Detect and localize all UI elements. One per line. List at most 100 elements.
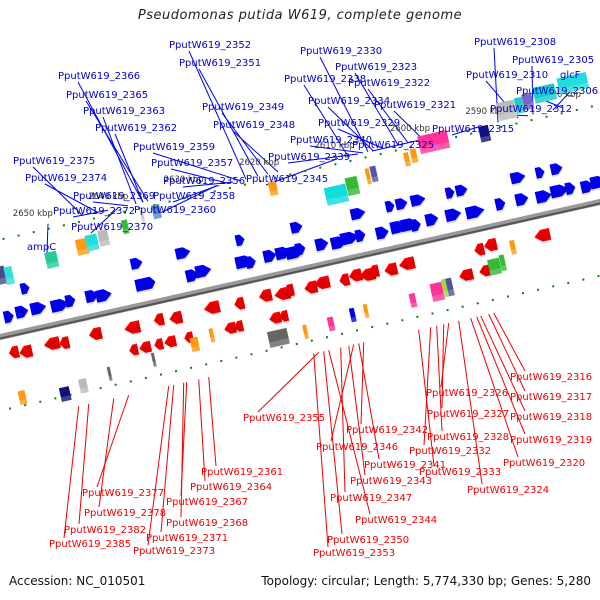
reverse-gene-label[interactable]: PputW619_2385 bbox=[49, 539, 131, 550]
forward-gene-label[interactable]: PputW619_2359 bbox=[133, 142, 215, 153]
reverse-gene-label[interactable]: PputW619_2326 bbox=[426, 388, 508, 399]
reverse-gene-label[interactable]: PputW619_2316 bbox=[510, 372, 592, 383]
reverse-gene-label[interactable]: PputW619_2347 bbox=[330, 493, 412, 504]
reverse-gene-label[interactable]: PputW619_2327 bbox=[427, 409, 509, 420]
feature-box-highlight bbox=[558, 82, 590, 95]
feature-box bbox=[58, 386, 72, 402]
reverse-gene-arrow-shape bbox=[234, 296, 246, 310]
forward-gene-arrow bbox=[314, 238, 329, 254]
forward-gene-label[interactable]: PputW619_2362 bbox=[95, 123, 177, 134]
reverse-gene-label[interactable]: PputW619_2373 bbox=[133, 546, 215, 557]
forward-gene-label[interactable]: PputW619_2369 bbox=[73, 191, 155, 202]
reverse-gene-label[interactable]: PputW619_2382 bbox=[64, 525, 146, 536]
forward-gene-label[interactable]: PputW619_2321 bbox=[374, 100, 456, 111]
forward-gene-label[interactable]: PputW619_2375 bbox=[13, 156, 95, 167]
reverse-gene-label[interactable]: PputW619_2367 bbox=[166, 497, 248, 508]
reverse-gene-label[interactable]: PputW619_2346 bbox=[316, 442, 398, 453]
reverse-gene-label[interactable]: PputW619_2333 bbox=[419, 467, 501, 478]
feature-box-shape bbox=[150, 352, 157, 367]
forward-gene-label[interactable]: PputW619_2357 bbox=[151, 158, 233, 169]
forward-gene-label[interactable]: PputW619_2306 bbox=[516, 86, 598, 97]
forward-gene-arrow bbox=[84, 289, 99, 306]
forward-gene-label[interactable]: PputW619_2308 bbox=[474, 37, 556, 48]
reverse-gene-label[interactable]: PputW619_2341 bbox=[364, 460, 446, 471]
forward-gene-arrow-shape bbox=[29, 301, 47, 316]
forward-gene-arrow bbox=[564, 182, 576, 198]
forward-gene-label[interactable]: PputW619_2374 bbox=[25, 173, 107, 184]
forward-gene-label[interactable]: PputW619_2372 bbox=[53, 206, 135, 217]
label-connector bbox=[152, 152, 241, 182]
forward-gene-arrow-shape bbox=[394, 198, 408, 211]
reverse-gene-label[interactable]: PputW619_2350 bbox=[327, 535, 409, 546]
reverse-gene-label[interactable]: PputW619_2378 bbox=[84, 508, 166, 519]
forward-gene-arrow-shape bbox=[294, 242, 306, 256]
reverse-gene-label[interactable]: PputW619_2344 bbox=[355, 515, 437, 526]
feature-box bbox=[348, 307, 357, 323]
tick-label: 2610 kbp bbox=[315, 141, 355, 151]
reverse-gene-label[interactable]: PputW619_2364 bbox=[190, 482, 272, 493]
forward-gene-arrow bbox=[339, 231, 360, 248]
forward-gene-label[interactable]: PputW619_2339 bbox=[268, 152, 350, 163]
reverse-gene-label[interactable]: PputW619_2332 bbox=[409, 446, 491, 457]
forward-gene-label[interactable]: ampC bbox=[27, 242, 56, 253]
forward-gene-label[interactable]: PputW619_2338 bbox=[284, 74, 366, 85]
feature-box-shape bbox=[402, 151, 411, 167]
forward-gene-arrow-shade bbox=[454, 186, 468, 199]
reverse-gene-label[interactable]: PputW619_2324 bbox=[467, 485, 549, 496]
reverse-gene-label[interactable]: PputW619_2361 bbox=[201, 467, 283, 478]
forward-gene-arrow-shade bbox=[509, 173, 526, 187]
reverse-gene-arrow-shape bbox=[474, 242, 486, 256]
label-connector bbox=[114, 133, 144, 203]
reverse-gene-label[interactable]: PputW619_2371 bbox=[146, 533, 228, 544]
forward-gene-label[interactable]: PputW619_2310 bbox=[466, 70, 548, 81]
reverse-gene-label[interactable]: PputW619_2343 bbox=[350, 476, 432, 487]
forward-gene-label[interactable]: PputW619_2312 bbox=[490, 104, 572, 115]
forward-gene-arrow bbox=[384, 200, 395, 215]
forward-gene-label[interactable]: PputW619_2352 bbox=[169, 40, 251, 51]
forward-gene-label[interactable]: PputW619_2366 bbox=[58, 71, 140, 82]
forward-gene-label[interactable]: glcF bbox=[560, 70, 581, 81]
reverse-gene-label[interactable]: PputW619_2319 bbox=[510, 435, 592, 446]
forward-gene-arrow bbox=[444, 208, 462, 225]
forward-gene-label[interactable]: PputW619_2358 bbox=[153, 191, 235, 202]
label-connector bbox=[393, 110, 424, 140]
forward-gene-arrow-shade bbox=[64, 296, 76, 310]
forward-gene-label[interactable]: PputW619_2340 bbox=[290, 135, 372, 146]
forward-gene-label[interactable]: PputW619_2349 bbox=[202, 102, 284, 113]
forward-gene-label[interactable]: PputW619_2351 bbox=[179, 58, 261, 69]
forward-gene-label[interactable]: PputW619_2323 bbox=[335, 62, 417, 73]
reverse-gene-label[interactable]: PputW619_2353 bbox=[313, 548, 395, 559]
forward-gene-label[interactable]: PputW619_2370 bbox=[71, 222, 153, 233]
forward-gene-label[interactable]: PputW619_2329 bbox=[318, 118, 400, 129]
forward-gene-arrow-shade bbox=[234, 236, 245, 249]
reverse-gene-label[interactable]: PputW619_2317 bbox=[510, 392, 592, 403]
reverse-gene-label[interactable]: PputW619_2368 bbox=[166, 518, 248, 529]
label-connector bbox=[257, 352, 320, 413]
feature-box-shape bbox=[302, 324, 310, 340]
reverse-gene-label[interactable]: PputW619_2318 bbox=[510, 412, 592, 423]
forward-gene-label[interactable]: PputW619_2345 bbox=[246, 174, 328, 185]
forward-gene-label[interactable]: PputW619_2360 bbox=[134, 205, 216, 216]
forward-gene-label[interactable]: PputW619_2325 bbox=[352, 140, 434, 151]
forward-gene-label[interactable]: PputW619_2315 bbox=[432, 124, 514, 135]
forward-gene-label[interactable]: PputW619_2356 bbox=[163, 176, 245, 187]
feature-box bbox=[302, 324, 310, 340]
reverse-gene-label[interactable]: PputW619_2320 bbox=[503, 458, 585, 469]
reverse-gene-arrow-shade bbox=[369, 266, 381, 280]
forward-gene-label[interactable]: PputW619_2330 bbox=[300, 46, 382, 57]
feature-box-highlight bbox=[443, 290, 449, 298]
reverse-gene-label[interactable]: PputW619_2342 bbox=[346, 425, 428, 436]
feature-box-shape bbox=[348, 307, 357, 323]
reverse-gene-label[interactable]: PputW619_2355 bbox=[243, 413, 325, 424]
reverse-gene-arrow-shape bbox=[203, 300, 221, 314]
reverse-gene-label[interactable]: PputW619_2377 bbox=[82, 488, 164, 499]
forward-gene-label[interactable]: PputW619_2322 bbox=[348, 78, 430, 89]
forward-gene-label[interactable]: PputW619_2363 bbox=[83, 106, 165, 117]
reverse-gene-label[interactable]: PputW619_2328 bbox=[427, 432, 509, 443]
forward-gene-label[interactable]: PputW619_2365 bbox=[66, 90, 148, 101]
label-connector bbox=[198, 379, 206, 482]
forward-gene-label[interactable]: PputW619_2305 bbox=[512, 55, 594, 66]
forward-gene-label[interactable]: PputW619_2334 bbox=[308, 96, 390, 107]
forward-gene-label[interactable]: PputW619_2348 bbox=[213, 120, 295, 131]
feature-box-shape bbox=[521, 92, 535, 111]
